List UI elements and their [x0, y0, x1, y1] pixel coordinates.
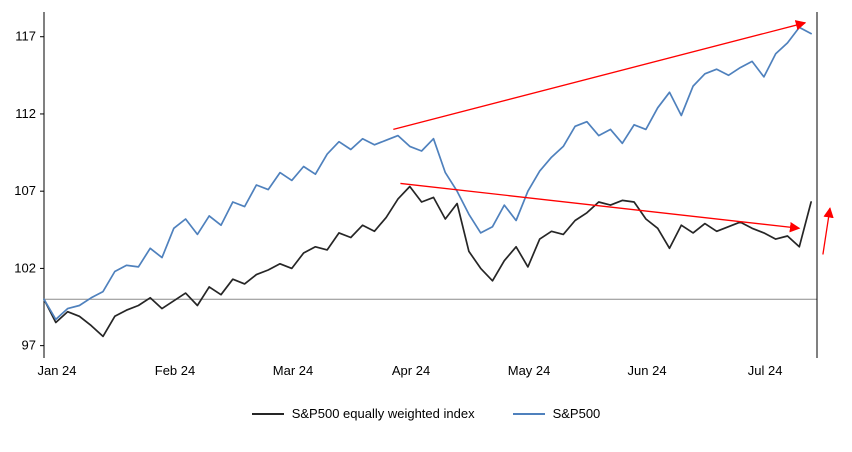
annotation-arrow-1: [393, 20, 807, 131]
x-tick-label: Mar 24: [273, 363, 313, 378]
y-tick-label: 112: [15, 106, 36, 121]
legend-label-equal-weight: S&P500 equally weighted index: [291, 406, 475, 421]
legend-item-sp500: S&P500: [512, 406, 601, 421]
y-tick-label: 117: [15, 29, 36, 44]
x-tick-label: Jun 24: [628, 363, 667, 378]
annotation-arrow-2: [400, 182, 801, 233]
legend-line-swatch-sp500: [512, 412, 545, 415]
x-tick-label: Jan 24: [37, 363, 76, 378]
y-tick-label: 102: [14, 260, 36, 275]
x-tick-label: Jul 24: [748, 363, 783, 378]
x-tick-label: Apr 24: [392, 363, 430, 378]
chart-legend: S&P500 equally weighted index S&P500: [0, 406, 852, 421]
annotation-arrow-3: [822, 207, 834, 255]
series-line-equal-weight: [43, 185, 812, 338]
legend-item-equal-weight: S&P500 equally weighted index: [251, 406, 475, 421]
y-tick-label: 97: [22, 338, 36, 353]
x-tick-label: May 24: [508, 363, 551, 378]
legend-label-sp500: S&P500: [552, 406, 601, 421]
series-line-sp500: [43, 26, 812, 321]
x-tick-label: Feb 24: [155, 363, 195, 378]
y-tick-label: 107: [14, 183, 36, 198]
legend-line-swatch-equal-weight: [251, 412, 284, 415]
